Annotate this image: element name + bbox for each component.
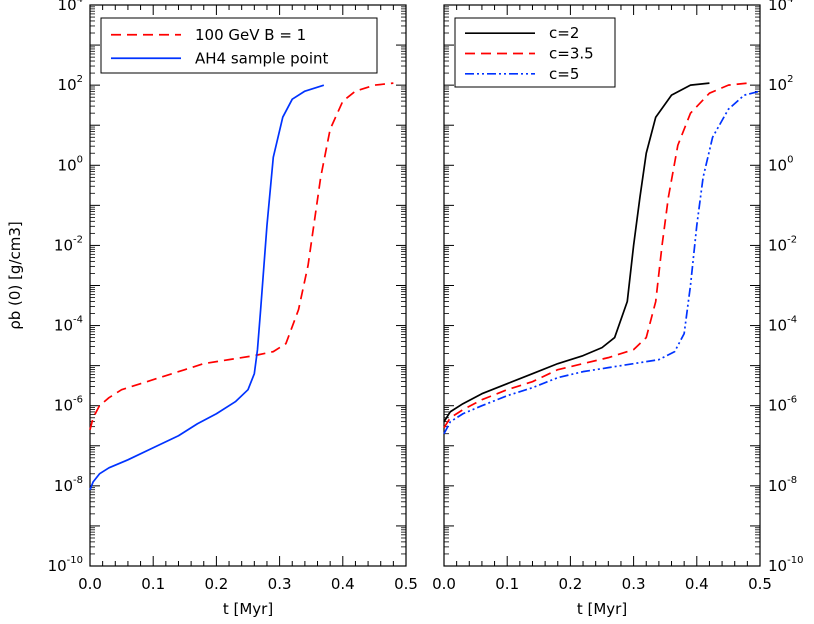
right-y-tick-label: 10-8 — [768, 475, 797, 495]
left-x-tick-label: 0.2 — [204, 575, 228, 593]
right-series-line-1 — [443, 82, 748, 429]
left-y-axis-label: ρb (0) [g/cm3] — [6, 221, 24, 330]
right-series-line-0 — [443, 82, 710, 423]
left-x-tick-label: 0.0 — [78, 575, 102, 593]
left-plot-frame — [89, 4, 407, 567]
right-y-tick-label: 10-6 — [768, 395, 797, 415]
right-x-tick-label: 0.2 — [558, 575, 582, 593]
left-y-tick-label: 100 — [58, 154, 83, 174]
right-legend-label-2: c=5 — [549, 65, 579, 83]
left-y-tick-label: 10-2 — [54, 234, 83, 254]
right-legend-label-1: c=3.5 — [549, 45, 594, 63]
right-y-tick-label: 10-4 — [768, 315, 797, 335]
left-y-tick-label: 10-4 — [54, 315, 83, 335]
right-y-tick-label: 102 — [768, 74, 793, 94]
right-x-tick-label: 0.4 — [685, 575, 709, 593]
right-series-line-2 — [443, 90, 761, 435]
left-y-tick-label: 10-6 — [54, 395, 83, 415]
right-x-tick-label: 0.5 — [748, 575, 772, 593]
right-legend-box — [454, 17, 616, 88]
left-y-tick-label: 10-8 — [54, 475, 83, 495]
left-chart-panel: 0.0 0.1 0.2 0.3 0.4 0.5 t [Myr] 10-10 10-8 10-6 10… — [6, 0, 418, 618]
right-x-tick-label: 0.3 — [622, 575, 646, 593]
left-x-axis-label: t [Myr] — [223, 600, 273, 618]
left-x-tick-label: 0.3 — [268, 575, 292, 593]
right-y-tick-label: 104 — [768, 0, 793, 14]
right-y-tick-label: 10-2 — [768, 234, 797, 254]
right-x-tick-label: 0.1 — [495, 575, 519, 593]
left-y-tick-label: 102 — [58, 74, 83, 94]
left-x-tick-label: 0.5 — [394, 575, 418, 593]
right-legend-label-0: c=2 — [549, 24, 579, 42]
right-y-tick-label: 100 — [768, 154, 793, 174]
left-legend-label-0: 100 GeV B = 1 — [195, 26, 306, 44]
right-y-tick-label: 10-10 — [768, 555, 803, 575]
right-x-tick-label: 0.0 — [432, 575, 456, 593]
left-x-tick-label: 0.4 — [331, 575, 355, 593]
left-legend-box — [100, 17, 378, 74]
left-legend-label-1: AH4 sample point — [195, 49, 329, 67]
left-series-line-1 — [89, 84, 325, 491]
right-x-axis-label: t [Myr] — [577, 600, 627, 618]
left-x-tick-label: 0.1 — [141, 575, 165, 593]
left-y-tick-label: 104 — [58, 0, 83, 14]
right-chart-panel: 0.0 0.1 0.2 0.3 0.4 0.5 t [Myr] 10-10 10-8 10-6 10… — [432, 0, 803, 618]
left-y-tick-label: 10-10 — [48, 555, 83, 575]
left-series-line-0 — [89, 82, 394, 430]
right-plot-frame — [443, 4, 761, 567]
